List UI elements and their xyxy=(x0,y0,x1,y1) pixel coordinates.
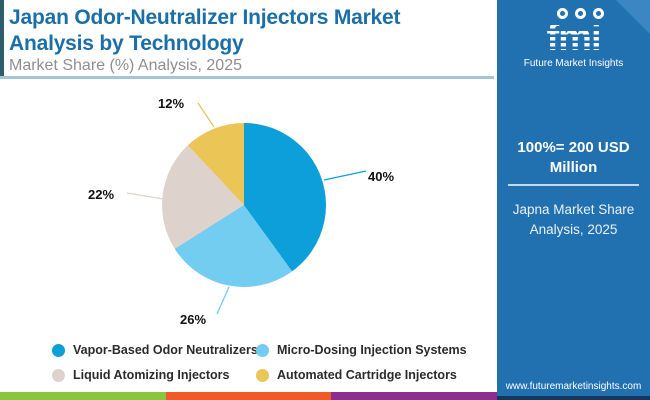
page-title: Japan Odor-Neutralizer Injectors Market … xyxy=(9,6,401,55)
brand-sidebar: fmi Future Market Insights 100%= 200 USD… xyxy=(497,0,650,400)
header-divider xyxy=(0,76,494,79)
legend: Vapor-Based Odor Neutralizers Micro-Dosin… xyxy=(52,341,484,384)
pie-chart xyxy=(162,123,326,287)
pie-label-vapor: 40% xyxy=(368,169,395,184)
legend-swatch xyxy=(256,368,269,382)
page-subtitle: Market Share (%) Analysis, 2025 xyxy=(9,57,242,74)
footer-stripe-segment xyxy=(0,392,166,400)
pie-label-micro-dosing: 26% xyxy=(180,312,207,327)
sidebar-divider xyxy=(508,184,639,186)
market-size-note: 100%= 200 USD Million xyxy=(517,139,630,176)
logo-badges xyxy=(511,8,650,19)
chart-panel: Japan Odor-Neutralizer Injectors Market … xyxy=(0,0,498,400)
footer-color-stripe xyxy=(0,392,498,400)
footer-stripe-segment xyxy=(165,392,332,400)
footer-stripe-segment xyxy=(331,392,498,400)
logo-globe-icon xyxy=(593,8,604,19)
pie-label-automated-cartridge: 12% xyxy=(158,96,185,111)
corner-accent xyxy=(616,0,650,34)
legend-item: Liquid Atomizing Injectors xyxy=(52,366,256,384)
logo-tagline: Future Market Insights xyxy=(523,58,624,69)
legend-item: Micro-Dosing Injection Systems xyxy=(256,341,484,359)
legend-item: Automated Cartridge Injectors xyxy=(256,366,484,384)
header-accent-bar xyxy=(0,0,4,79)
legend-label: Vapor-Based Odor Neutralizers xyxy=(73,343,258,357)
legend-label: Liquid Atomizing Injectors xyxy=(73,368,230,382)
legend-swatch xyxy=(52,368,65,382)
legend-swatch xyxy=(52,343,65,357)
legend-swatch xyxy=(256,343,269,357)
legend-label: Micro-Dosing Injection Systems xyxy=(277,343,467,357)
market-share-caption: Japna Market Share Analysis, 2025 xyxy=(512,202,635,237)
website-url: www.futuremarketinsights.com xyxy=(505,381,642,392)
logo-map-icon xyxy=(557,8,568,19)
pie-label-liquid-atomizing: 22% xyxy=(88,187,115,202)
logo-wordmark: fmi xyxy=(497,19,650,57)
legend-item: Vapor-Based Odor Neutralizers xyxy=(52,341,258,359)
sidebar-bottom-bar xyxy=(497,396,650,400)
legend-label: Automated Cartridge Injectors xyxy=(277,368,457,382)
logo-compass-icon xyxy=(575,8,586,19)
fmi-logo: fmi Future Market Insights xyxy=(497,8,650,69)
